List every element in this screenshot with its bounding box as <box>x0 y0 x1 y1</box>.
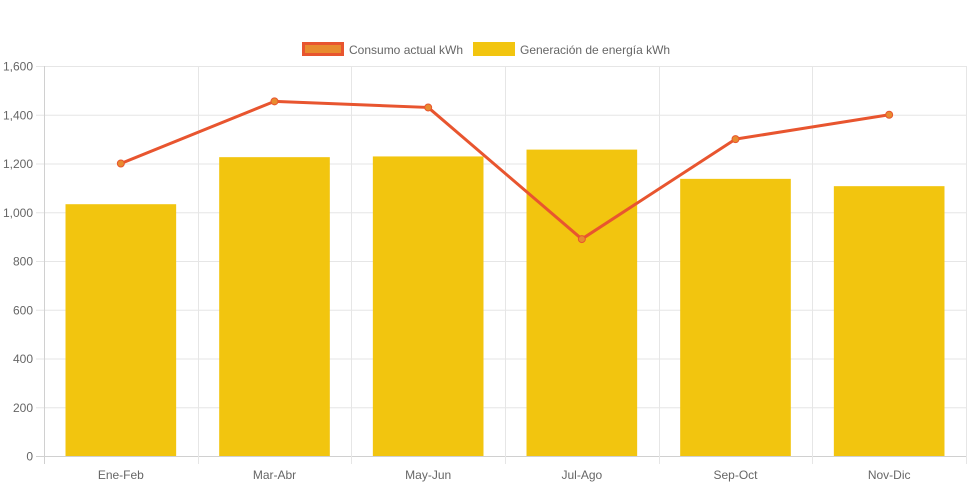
line-point <box>577 235 586 244</box>
line-point <box>270 97 279 106</box>
y-tick-label: 400 <box>13 352 33 366</box>
legend-label: Consumo actual kWh <box>349 43 463 57</box>
bar <box>65 204 177 456</box>
x-tick-label: Nov-Dic <box>868 468 911 482</box>
y-tick-label: 800 <box>13 255 33 269</box>
line-point <box>116 159 125 168</box>
bar <box>372 156 484 456</box>
x-tick-label: Ene-Feb <box>98 468 144 482</box>
y-tick-label: 1,000 <box>3 206 33 220</box>
line-point <box>885 110 894 119</box>
x-axis: Ene-Feb Mar-Abr May-Jun Jul-Ago Sep-Oct Nov-D… <box>98 468 911 482</box>
bar <box>219 157 330 456</box>
bar-series <box>65 149 945 456</box>
line-series <box>116 97 894 244</box>
bar <box>833 186 945 456</box>
legend-item-generation: Generación de energía kWh <box>473 42 670 57</box>
x-tick-label: Sep-Oct <box>713 468 758 482</box>
consumption-line <box>120 99 890 241</box>
legend-label: Generación de energía kWh <box>520 43 670 57</box>
line-point <box>731 135 740 144</box>
legend-swatch <box>302 42 344 56</box>
y-tick-label: 1,600 <box>3 60 33 74</box>
y-tick-label: 1,400 <box>3 108 33 122</box>
legend-swatch <box>473 42 515 56</box>
x-tick-label: May-Jun <box>405 468 451 482</box>
y-tick-label: 600 <box>13 303 33 317</box>
bar <box>680 178 791 456</box>
y-tick-label: 1,200 <box>3 157 33 171</box>
x-tick-label: Jul-Ago <box>561 468 602 482</box>
bar <box>526 149 638 456</box>
legend: Consumo actual kWh Generación de energía … <box>302 42 670 57</box>
x-tick-label: Mar-Abr <box>253 468 296 482</box>
line-point <box>424 103 433 112</box>
y-tick-label: 200 <box>13 401 33 415</box>
legend-item-consumption: Consumo actual kWh <box>302 42 463 57</box>
y-tick-label: 0 <box>26 450 33 464</box>
y-axis: 0 200 400 600 800 1,000 1,200 1,400 1,600 <box>3 60 33 464</box>
